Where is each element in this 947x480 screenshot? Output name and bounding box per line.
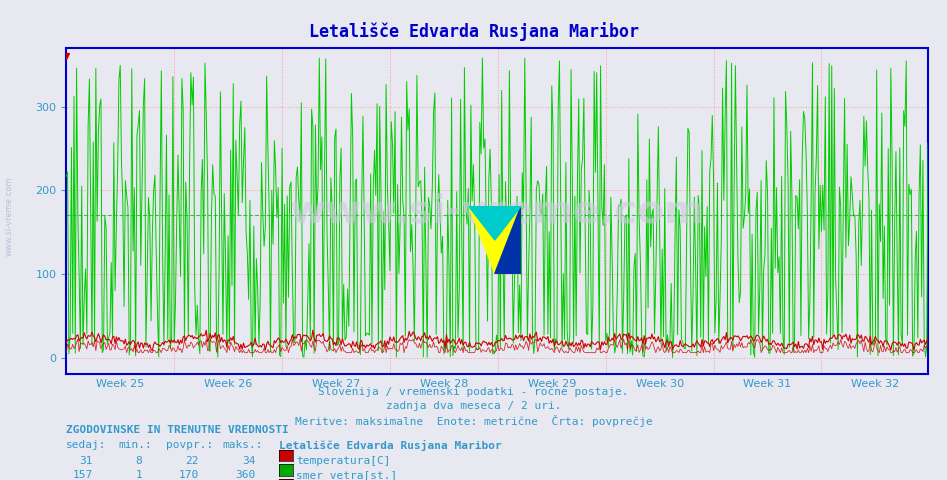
- Text: 360: 360: [236, 470, 256, 480]
- Text: smer vetra[st.]: smer vetra[st.]: [296, 470, 398, 480]
- Text: www.si-vreme.com: www.si-vreme.com: [5, 176, 14, 256]
- Polygon shape: [469, 206, 521, 274]
- Text: Slovenija / vremenski podatki - ročne postaje.: Slovenija / vremenski podatki - ročne po…: [318, 386, 629, 397]
- Text: maks.:: maks.:: [223, 440, 263, 450]
- Polygon shape: [469, 206, 521, 240]
- Text: 1: 1: [135, 470, 142, 480]
- Text: ZGODOVINSKE IN TRENUTNE VREDNOSTI: ZGODOVINSKE IN TRENUTNE VREDNOSTI: [66, 425, 289, 435]
- Text: Meritve: maksimalne  Enote: metrične  Črta: povprečje: Meritve: maksimalne Enote: metrične Črta…: [295, 415, 652, 427]
- Text: 157: 157: [73, 470, 93, 480]
- Text: www.si-vreme.com: www.si-vreme.com: [290, 192, 705, 230]
- Text: 8: 8: [135, 456, 142, 466]
- Polygon shape: [495, 206, 521, 274]
- Text: 34: 34: [242, 456, 256, 466]
- Text: min.:: min.:: [118, 440, 152, 450]
- Text: sedaj:: sedaj:: [66, 440, 107, 450]
- Text: Letališče Edvarda Rusjana Maribor: Letališče Edvarda Rusjana Maribor: [279, 440, 502, 451]
- Text: 31: 31: [80, 456, 93, 466]
- Text: 22: 22: [186, 456, 199, 466]
- Text: temperatura[C]: temperatura[C]: [296, 456, 391, 466]
- Text: zadnja dva meseca / 2 uri.: zadnja dva meseca / 2 uri.: [385, 401, 562, 411]
- Text: 170: 170: [179, 470, 199, 480]
- Text: povpr.:: povpr.:: [166, 440, 213, 450]
- Text: Letališče Edvarda Rusjana Maribor: Letališče Edvarda Rusjana Maribor: [309, 22, 638, 41]
